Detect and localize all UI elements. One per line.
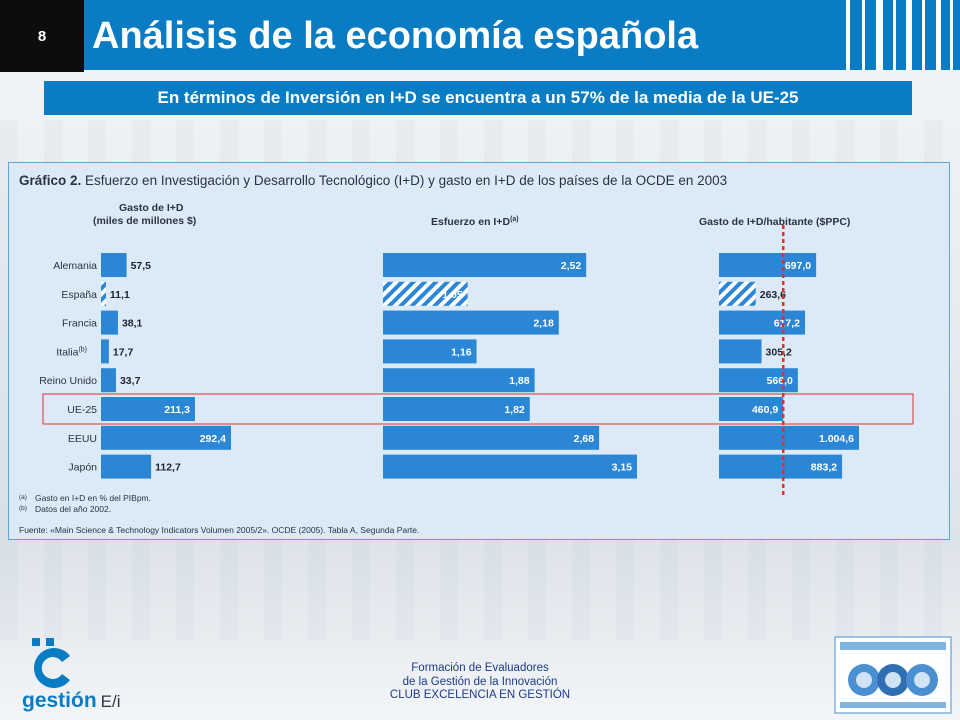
category-label: Reino Unido	[39, 375, 97, 387]
data-label: 1.004,6	[819, 433, 854, 445]
data-label: 33,7	[120, 375, 141, 387]
data-label: 11,1	[110, 289, 130, 301]
data-label: 305,2	[766, 346, 792, 358]
data-label: 112,7	[155, 462, 181, 474]
category-label: España	[61, 289, 97, 301]
data-label: 1,82	[504, 404, 525, 416]
bar-s1-0	[101, 253, 127, 277]
category-label: Francia	[62, 318, 97, 330]
category-label: UE-25	[67, 404, 97, 416]
data-label: 2,52	[561, 260, 582, 272]
note-text: Gasto en I+D en % del PIBpm.	[35, 493, 151, 503]
company-logo-icon	[32, 638, 70, 688]
footer-line-1: Formación de Evaluadores	[411, 662, 549, 674]
data-label: 3,15	[612, 462, 633, 474]
footer-line-3: CLUB EXCELENCIA EN GESTIÓN	[389, 689, 571, 701]
data-label: 2,18	[533, 318, 554, 330]
slide-title: Análisis de la economía española	[92, 15, 699, 57]
series-header-1-line2: (miles de millones $)	[93, 215, 196, 227]
bar-s1-5	[101, 397, 195, 421]
data-label: 1,16	[451, 346, 472, 358]
data-label: 292,4	[200, 433, 226, 445]
note-mark: (a)	[19, 494, 27, 501]
bar-s3-2	[719, 310, 806, 335]
bar-s3-1	[719, 281, 756, 306]
bar-s2-3	[383, 339, 477, 364]
slide-number: 8	[0, 0, 84, 72]
bar-s3-6	[719, 425, 859, 450]
chart-source: Fuente: «Main Science & Technology Indic…	[19, 525, 419, 535]
company-logo-text: gestión E/i	[22, 689, 121, 712]
bar-s3-7	[719, 454, 843, 479]
series-header-1-line1: Gasto de I+D	[119, 202, 184, 214]
note-mark: (b)	[19, 505, 27, 512]
category-label: Alemania	[53, 260, 97, 272]
data-label: 2,68	[574, 433, 595, 445]
category-label: Japón	[68, 462, 97, 474]
chart: Gráfico 2. Esfuerzo en Investigación y D…	[19, 173, 914, 535]
data-label: 1,05	[442, 289, 463, 301]
header-bar	[0, 0, 960, 70]
bar-s1-3	[101, 339, 109, 364]
data-label: 1,88	[509, 375, 530, 387]
bar-s1-1	[101, 281, 106, 306]
bar-s1-4	[101, 368, 116, 393]
bar-s2-0	[383, 253, 587, 277]
quality-model-badge-icon	[834, 636, 952, 714]
data-label: 697,0	[785, 260, 811, 272]
data-label: 38,1	[122, 318, 143, 330]
data-label: 211,3	[164, 404, 190, 416]
bar-s1-2	[101, 310, 118, 335]
bar-s1-6	[101, 425, 231, 450]
bar-s3-0	[719, 253, 817, 277]
slide-subtitle: En términos de Inversión en I+D se encue…	[44, 81, 912, 115]
category-label: EEUU	[68, 433, 97, 445]
bar-s2-7	[383, 454, 637, 479]
bar-s3-4	[719, 368, 798, 393]
bar-s2-2	[383, 310, 559, 335]
series-header-3: Gasto de I+D/habitante ($PPC)	[699, 216, 850, 228]
data-label: 57,5	[131, 260, 152, 272]
data-label: 617,2	[774, 318, 800, 330]
note-text: Datos del año 2002.	[35, 504, 111, 514]
bar-s2-4	[383, 368, 535, 393]
series-header-2: Esfuerzo en I+D(a)	[431, 216, 519, 228]
footer-text: Formación de Evaluadores de la Gestión d…	[330, 662, 630, 703]
chart-title: Gráfico 2. Esfuerzo en Investigación y D…	[19, 173, 727, 188]
data-label: 460,9	[752, 404, 778, 416]
category-label: Italia(b)	[56, 346, 87, 358]
bar-s3-5	[719, 397, 784, 421]
data-label: 17,7	[113, 346, 134, 358]
bar-s1-7	[101, 454, 152, 479]
bar-s2-5	[383, 397, 530, 421]
highlight-box-ue25	[42, 393, 914, 425]
bar-s2-1	[383, 281, 468, 306]
data-label: 263,6	[760, 289, 786, 301]
data-label: 566,0	[767, 375, 793, 387]
bar-s3-3	[719, 339, 762, 364]
bar-s2-6	[383, 425, 600, 450]
chart-panel: Gráfico 2. Esfuerzo en Investigación y D…	[8, 162, 950, 540]
data-label: 883,2	[811, 462, 837, 474]
footer-line-2: de la Gestión de la Innovación	[402, 675, 558, 688]
